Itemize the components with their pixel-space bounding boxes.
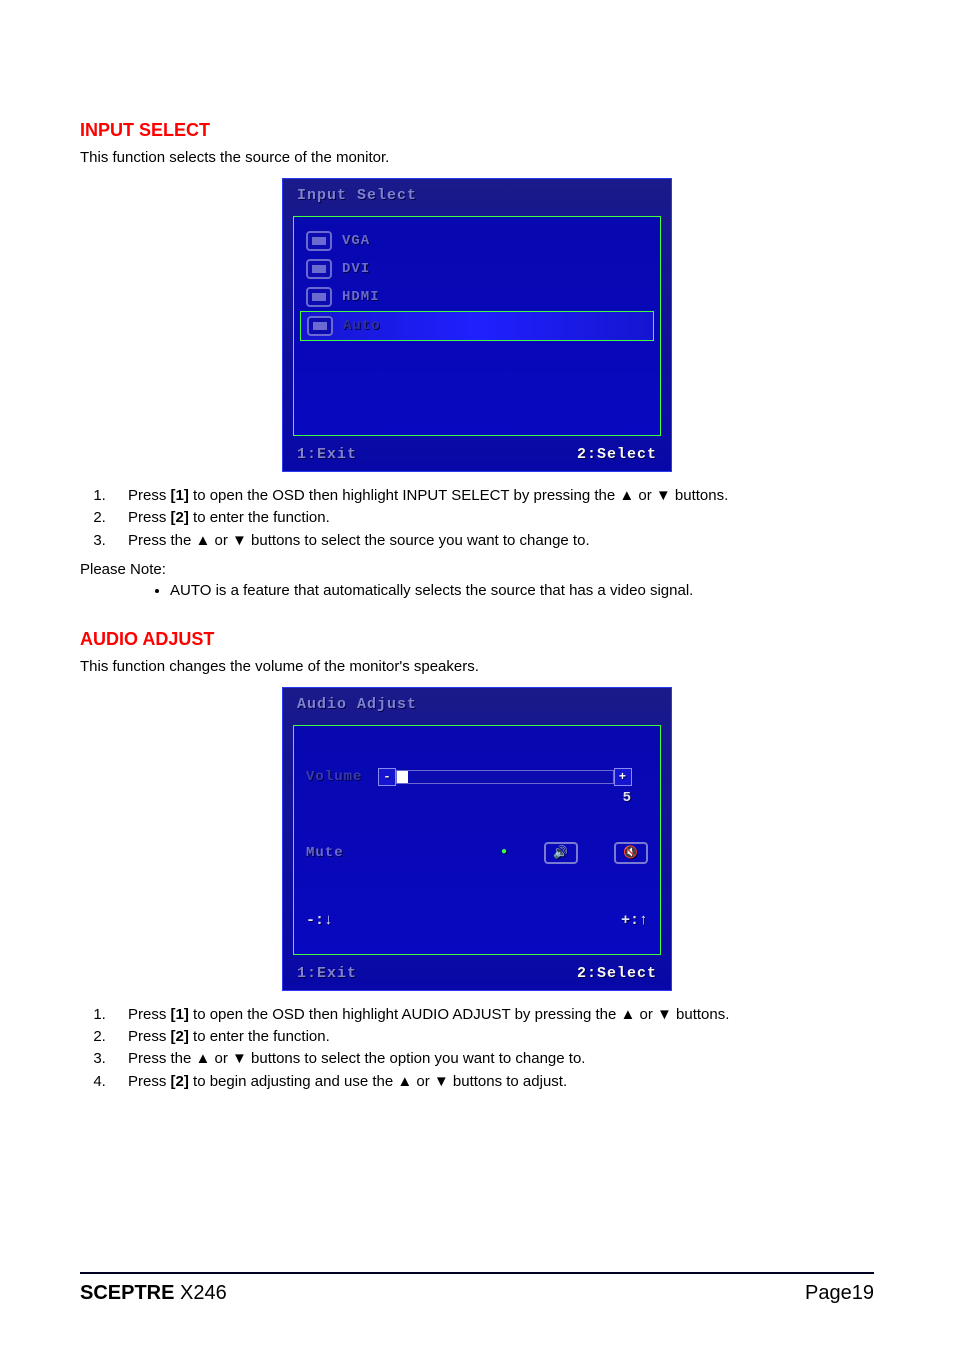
section-input-select: INPUT SELECT This function selects the s… — [80, 120, 874, 599]
step-text: Press — [128, 1006, 171, 1023]
instruction-step: Press the ▲ or ▼ buttons to select the o… — [110, 1049, 874, 1069]
section-audio-adjust: AUDIO ADJUST This function changes the v… — [80, 629, 874, 1092]
note-label: Please Note: — [80, 561, 874, 578]
step-text: to enter the function. — [189, 509, 330, 526]
osd-item-dvi[interactable]: DVI — [306, 255, 648, 283]
mute-selected-indicator: ● — [501, 847, 508, 858]
step-key: [1] — [171, 487, 189, 504]
osd-body: Volume - + 5 Mute ● - — [293, 725, 661, 955]
osd-select-hint: 2:Select — [577, 446, 657, 463]
osd-input-select: Input Select VGA DVI HDMI Auto 1:Exit 2:… — [282, 178, 672, 472]
brand-name: SCEPTRE — [80, 1282, 174, 1304]
osd-item-auto[interactable]: Auto — [300, 311, 654, 341]
footer-brand: SCEPTRE X246 — [80, 1282, 227, 1305]
section-description: This function changes the volume of the … — [80, 658, 874, 675]
osd-body: VGA DVI HDMI Auto — [293, 216, 661, 436]
step-text: to begin adjusting and use the ▲ or ▼ bu… — [189, 1073, 567, 1090]
osd-select-hint: 2:Select — [577, 965, 657, 982]
step-key: [2] — [171, 1073, 189, 1090]
osd-title: Audio Adjust — [283, 688, 671, 721]
slider-fill — [397, 771, 408, 783]
osd-item-label: HDMI — [342, 289, 380, 305]
osd-item-label: Auto — [343, 318, 381, 334]
step-text: Press — [128, 509, 171, 526]
osd-item-label: VGA — [342, 233, 370, 249]
volume-slider[interactable]: - + 5 — [378, 768, 632, 786]
osd-volume-row[interactable]: Volume - + 5 — [306, 754, 648, 800]
note-list: AUTO is a feature that automatically sel… — [170, 582, 874, 599]
instruction-list: Press [1] to open the OSD then highlight… — [110, 486, 874, 551]
step-text: to enter the function. — [189, 1028, 330, 1045]
step-text: to open the OSD then highlight INPUT SEL… — [189, 487, 728, 504]
speaker-off-icon[interactable] — [614, 842, 648, 864]
model-name: X246 — [174, 1282, 226, 1304]
monitor-icon — [306, 287, 332, 307]
page-footer: SCEPTRE X246 Page19 — [80, 1272, 874, 1305]
instruction-step: Press [1] to open the OSD then highlight… — [110, 1005, 874, 1025]
instruction-step: Press [1] to open the OSD then highlight… — [110, 486, 874, 506]
slider-track[interactable] — [396, 770, 614, 784]
step-text: Press — [128, 1028, 171, 1045]
volume-value: 5 — [623, 790, 632, 806]
note-item: AUTO is a feature that automatically sel… — [170, 582, 874, 599]
instruction-list: Press [1] to open the OSD then highlight… — [110, 1005, 874, 1092]
speaker-on-icon[interactable] — [544, 842, 578, 864]
step-text: Press — [128, 487, 171, 504]
monitor-icon — [306, 231, 332, 251]
step-text: to open the OSD then highlight AUDIO ADJ… — [189, 1006, 730, 1023]
instruction-step: Press [2] to begin adjusting and use the… — [110, 1072, 874, 1092]
step-text: Press the ▲ or ▼ buttons to select the s… — [128, 532, 590, 549]
increase-hint: +:↑ — [621, 912, 648, 929]
decrease-hint: -:↓ — [306, 912, 333, 929]
page-number: Page19 — [805, 1282, 874, 1305]
step-key: [2] — [171, 1028, 189, 1045]
instruction-step: Press [2] to enter the function. — [110, 508, 874, 528]
monitor-icon — [306, 259, 332, 279]
osd-item-vga[interactable]: VGA — [306, 227, 648, 255]
osd-mute-label: Mute — [306, 845, 344, 861]
osd-footer: 1:Exit 2:Select — [283, 440, 671, 471]
osd-adjust-hints: -:↓ +:↑ — [306, 902, 648, 929]
increase-button[interactable]: + — [614, 768, 632, 786]
osd-exit-hint: 1:Exit — [297, 446, 357, 463]
instruction-step: Press the ▲ or ▼ buttons to select the s… — [110, 531, 874, 551]
osd-volume-label: Volume — [306, 769, 362, 785]
osd-exit-hint: 1:Exit — [297, 965, 357, 982]
section-description: This function selects the source of the … — [80, 149, 874, 166]
osd-item-hdmi[interactable]: HDMI — [306, 283, 648, 311]
instruction-step: Press [2] to enter the function. — [110, 1027, 874, 1047]
osd-item-label: DVI — [342, 261, 370, 277]
monitor-icon — [307, 316, 333, 336]
osd-footer: 1:Exit 2:Select — [283, 959, 671, 990]
step-text: Press the ▲ or ▼ buttons to select the o… — [128, 1050, 585, 1067]
osd-mute-row[interactable]: Mute ● — [306, 828, 648, 878]
osd-audio-adjust: Audio Adjust Volume - + 5 Mute ● — [282, 687, 672, 991]
section-title: AUDIO ADJUST — [80, 629, 874, 650]
step-key: [1] — [171, 1006, 189, 1023]
section-title: INPUT SELECT — [80, 120, 874, 141]
step-key: [2] — [171, 509, 189, 526]
step-text: Press — [128, 1073, 171, 1090]
decrease-button[interactable]: - — [378, 768, 396, 786]
osd-title: Input Select — [283, 179, 671, 212]
